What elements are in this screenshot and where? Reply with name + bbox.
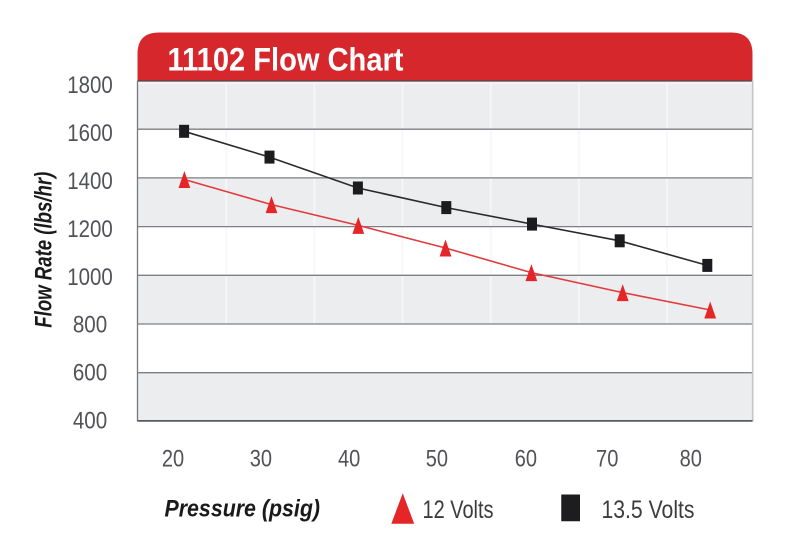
svg-text:1000: 1000: [67, 264, 113, 291]
svg-text:40: 40: [338, 445, 360, 472]
svg-text:400: 400: [73, 407, 107, 434]
svg-text:30: 30: [250, 445, 272, 472]
svg-text:1200: 1200: [67, 216, 113, 243]
svg-text:60: 60: [515, 445, 537, 472]
svg-text:Flow Rate (lbs/hr): Flow Rate (lbs/hr): [31, 172, 58, 328]
svg-text:Pressure (psig): Pressure (psig): [165, 496, 321, 523]
svg-text:1800: 1800: [67, 72, 113, 99]
svg-text:50: 50: [426, 445, 448, 472]
svg-text:1400: 1400: [67, 168, 113, 195]
svg-text:70: 70: [596, 445, 618, 472]
svg-text:800: 800: [73, 312, 107, 339]
svg-text:13.5 Volts: 13.5 Volts: [602, 496, 695, 524]
svg-text:600: 600: [73, 360, 107, 387]
svg-text:80: 80: [680, 445, 702, 472]
svg-text:11102 Flow Chart: 11102 Flow Chart: [168, 42, 404, 78]
svg-text:1600: 1600: [67, 120, 113, 147]
svg-text:20: 20: [162, 445, 184, 472]
svg-text:12 Volts: 12 Volts: [423, 496, 494, 524]
